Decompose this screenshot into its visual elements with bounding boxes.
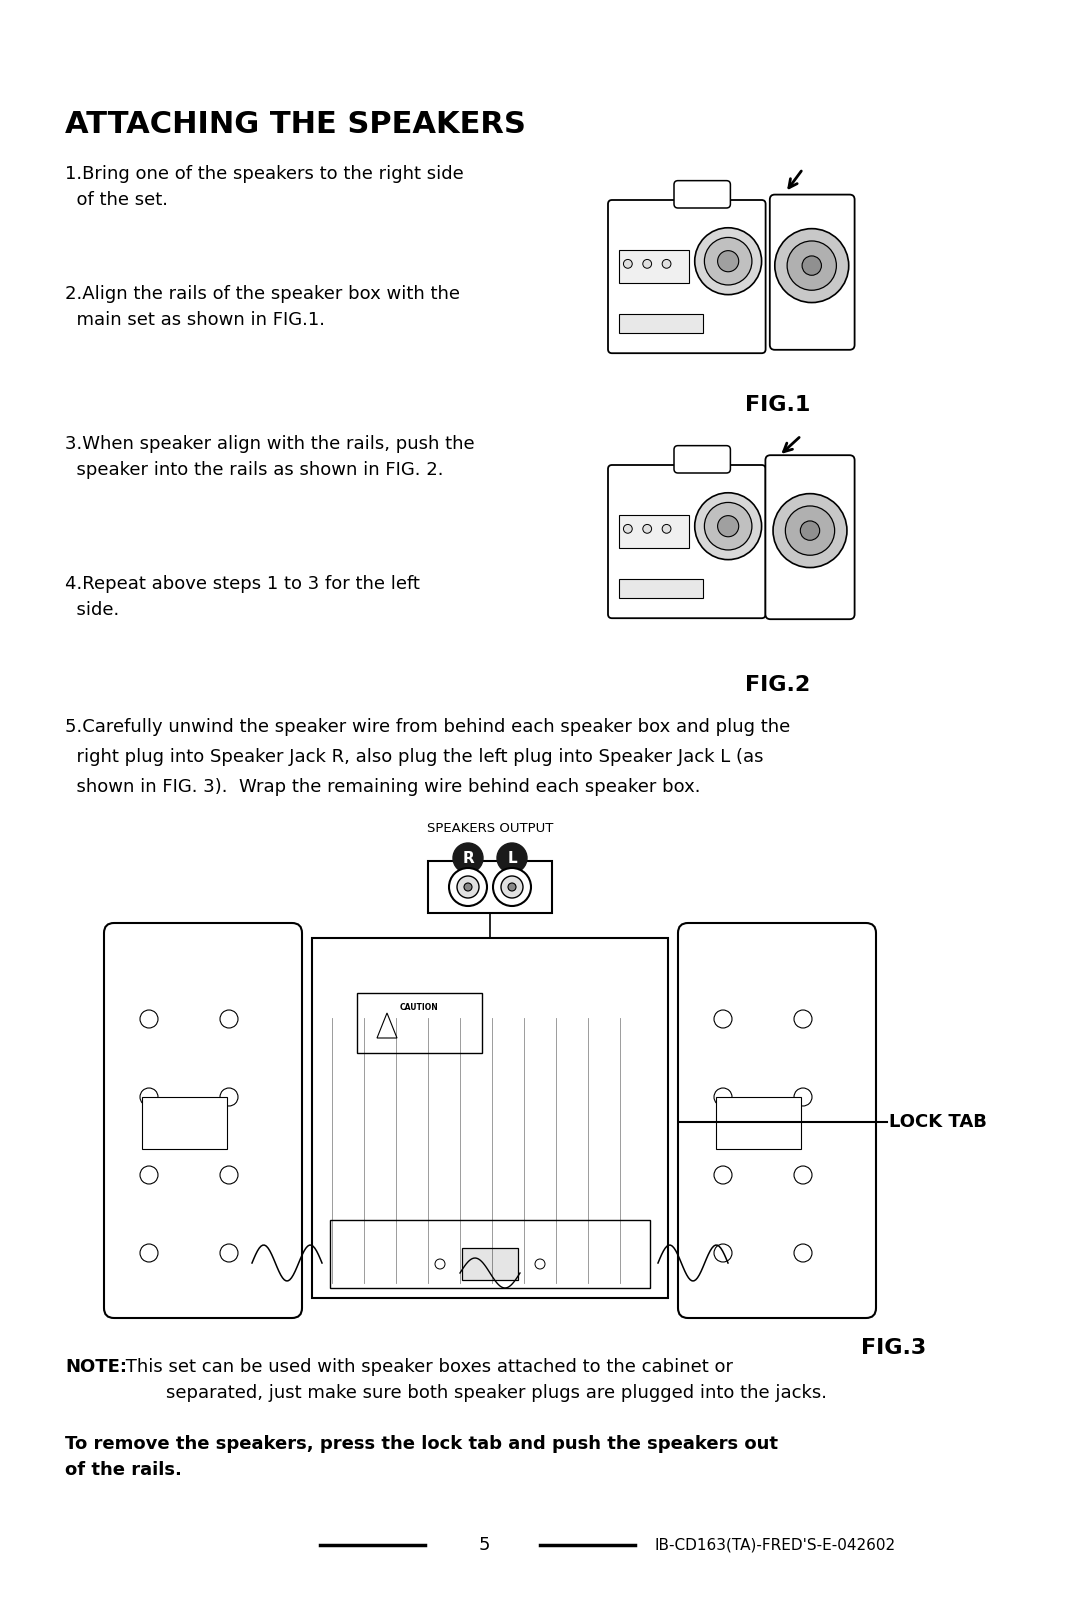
Circle shape	[794, 1167, 812, 1184]
Circle shape	[643, 524, 651, 534]
Circle shape	[704, 503, 752, 550]
Text: right plug into Speaker Jack R, also plug the left plug into Speaker Jack L (as: right plug into Speaker Jack R, also plu…	[65, 748, 764, 765]
Circle shape	[492, 867, 531, 906]
Bar	[619, 249, 689, 283]
Circle shape	[714, 1010, 732, 1027]
Text: This set can be used with speaker boxes attached to the cabinet or
        separ: This set can be used with speaker boxes …	[120, 1358, 827, 1403]
Circle shape	[774, 228, 849, 303]
FancyBboxPatch shape	[674, 181, 730, 209]
FancyBboxPatch shape	[104, 922, 302, 1319]
Text: FIG.3: FIG.3	[861, 1338, 927, 1358]
Text: 5.Carefully unwind the speaker wire from behind each speaker box and plug the: 5.Carefully unwind the speaker wire from…	[65, 718, 791, 736]
Text: CAUTION: CAUTION	[400, 1003, 438, 1011]
FancyBboxPatch shape	[678, 922, 876, 1319]
Text: ATTACHING THE SPEAKERS: ATTACHING THE SPEAKERS	[65, 110, 526, 139]
Circle shape	[220, 1087, 238, 1107]
Circle shape	[623, 524, 632, 534]
Circle shape	[140, 1167, 158, 1184]
Circle shape	[435, 1259, 445, 1269]
Bar	[357, 993, 482, 1053]
Text: L: L	[508, 851, 517, 866]
Circle shape	[717, 251, 739, 272]
Circle shape	[449, 867, 487, 906]
Circle shape	[508, 883, 516, 892]
Circle shape	[714, 1167, 732, 1184]
Circle shape	[457, 875, 480, 898]
Text: NOTE:: NOTE:	[65, 1358, 127, 1375]
Text: FIG.2: FIG.2	[745, 675, 810, 696]
Text: To remove the speakers, press the lock tab and push the speakers out
of the rail: To remove the speakers, press the lock t…	[65, 1435, 778, 1479]
Bar	[462, 1247, 518, 1280]
Circle shape	[773, 493, 847, 568]
Circle shape	[800, 521, 820, 540]
FancyBboxPatch shape	[770, 194, 854, 349]
Bar	[619, 515, 689, 549]
Circle shape	[714, 1087, 732, 1107]
Bar	[141, 1097, 227, 1149]
Circle shape	[794, 1010, 812, 1027]
Text: 3.When speaker align with the rails, push the
  speaker into the rails as shown : 3.When speaker align with the rails, pus…	[65, 435, 474, 479]
Bar	[330, 1220, 650, 1288]
FancyBboxPatch shape	[766, 455, 854, 620]
Circle shape	[662, 524, 671, 534]
Polygon shape	[377, 1013, 397, 1039]
FancyBboxPatch shape	[674, 445, 730, 472]
Text: 1.Bring one of the speakers to the right side
  of the set.: 1.Bring one of the speakers to the right…	[65, 165, 463, 209]
Circle shape	[704, 238, 752, 285]
Circle shape	[140, 1087, 158, 1107]
Circle shape	[140, 1244, 158, 1262]
Bar	[312, 938, 669, 1298]
Circle shape	[802, 256, 822, 275]
Circle shape	[787, 241, 836, 290]
Text: 2.Align the rails of the speaker box with the
  main set as shown in FIG.1.: 2.Align the rails of the speaker box wit…	[65, 285, 460, 330]
Circle shape	[140, 1010, 158, 1027]
FancyBboxPatch shape	[608, 201, 766, 353]
Circle shape	[717, 516, 739, 537]
Text: IB-CD163(TA)-FRED'S-E-042602: IB-CD163(TA)-FRED'S-E-042602	[654, 1537, 896, 1553]
Circle shape	[497, 843, 527, 874]
Text: R: R	[462, 851, 474, 866]
Circle shape	[785, 506, 835, 555]
Bar	[428, 861, 552, 913]
Text: LOCK TAB: LOCK TAB	[889, 1113, 987, 1131]
Text: shown in FIG. 3).  Wrap the remaining wire behind each speaker box.: shown in FIG. 3). Wrap the remaining wir…	[65, 778, 701, 796]
Circle shape	[220, 1244, 238, 1262]
Text: 4.Repeat above steps 1 to 3 for the left
  side.: 4.Repeat above steps 1 to 3 for the left…	[65, 574, 420, 620]
Circle shape	[535, 1259, 545, 1269]
Circle shape	[714, 1244, 732, 1262]
Circle shape	[694, 493, 761, 560]
Circle shape	[220, 1010, 238, 1027]
FancyBboxPatch shape	[608, 464, 766, 618]
Text: FIG.1: FIG.1	[745, 395, 810, 414]
Circle shape	[794, 1244, 812, 1262]
Circle shape	[643, 259, 651, 269]
Circle shape	[623, 259, 632, 269]
Circle shape	[662, 259, 671, 269]
Text: 5: 5	[478, 1535, 489, 1553]
Bar	[619, 314, 703, 333]
Text: SPEAKERS OUTPUT: SPEAKERS OUTPUT	[427, 822, 553, 835]
Circle shape	[453, 843, 483, 874]
Circle shape	[694, 228, 761, 294]
Circle shape	[794, 1087, 812, 1107]
Bar	[619, 579, 703, 599]
Circle shape	[501, 875, 523, 898]
Circle shape	[220, 1167, 238, 1184]
Circle shape	[464, 883, 472, 892]
Bar	[716, 1097, 801, 1149]
